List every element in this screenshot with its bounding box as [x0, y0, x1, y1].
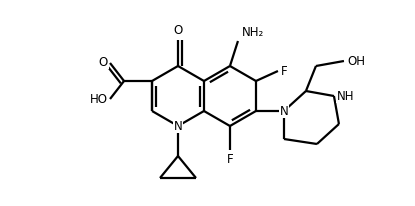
- Text: F: F: [281, 64, 288, 77]
- Text: HO: HO: [90, 92, 108, 105]
- Text: O: O: [99, 55, 108, 69]
- Text: N: N: [173, 119, 182, 132]
- Text: NH₂: NH₂: [242, 26, 264, 39]
- Text: F: F: [227, 153, 233, 166]
- Text: O: O: [173, 24, 183, 37]
- Text: OH: OH: [347, 55, 365, 68]
- Text: N: N: [280, 104, 288, 117]
- Text: NH: NH: [337, 89, 354, 103]
